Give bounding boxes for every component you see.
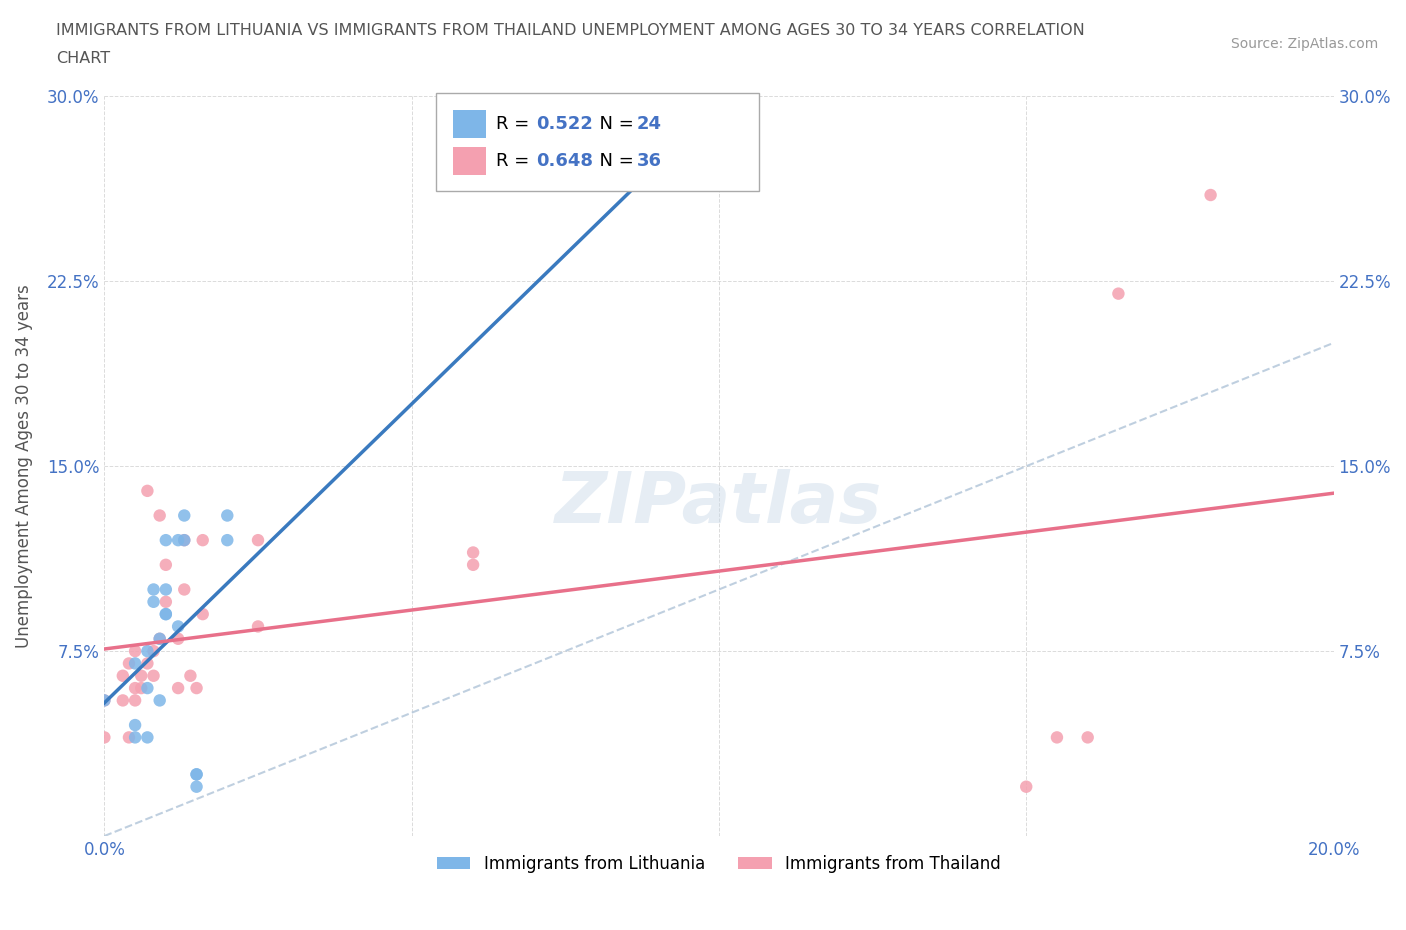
- Legend: Immigrants from Lithuania, Immigrants from Thailand: Immigrants from Lithuania, Immigrants fr…: [430, 848, 1008, 880]
- Point: [93, 693, 115, 708]
- Point: [167, 631, 190, 646]
- Point: [142, 669, 165, 684]
- Point: [149, 631, 172, 646]
- Point: [461, 557, 484, 572]
- Point: [191, 606, 214, 621]
- Y-axis label: Unemployment Among Ages 30 to 34 years: Unemployment Among Ages 30 to 34 years: [15, 285, 32, 648]
- Point: [247, 619, 270, 634]
- Point: [217, 533, 239, 548]
- Text: 0.648: 0.648: [536, 152, 593, 170]
- Point: [1046, 730, 1069, 745]
- Point: [186, 779, 208, 794]
- Point: [1077, 730, 1099, 745]
- Point: [142, 594, 165, 609]
- Text: IMMIGRANTS FROM LITHUANIA VS IMMIGRANTS FROM THAILAND UNEMPLOYMENT AMONG AGES 30: IMMIGRANTS FROM LITHUANIA VS IMMIGRANTS …: [56, 23, 1085, 38]
- Text: N =: N =: [588, 152, 640, 170]
- Point: [186, 767, 208, 782]
- Point: [149, 508, 172, 523]
- Point: [118, 656, 141, 671]
- Point: [247, 533, 270, 548]
- Point: [111, 669, 134, 684]
- Point: [191, 533, 214, 548]
- Point: [136, 484, 159, 498]
- Point: [461, 545, 484, 560]
- Text: ZIPatlas: ZIPatlas: [555, 469, 883, 538]
- Point: [179, 669, 201, 684]
- Point: [155, 594, 177, 609]
- Point: [124, 656, 146, 671]
- Text: 24: 24: [637, 114, 662, 133]
- Point: [167, 619, 190, 634]
- Point: [136, 730, 159, 745]
- Point: [111, 693, 134, 708]
- Point: [173, 582, 195, 597]
- Point: [118, 730, 141, 745]
- Point: [155, 606, 177, 621]
- Point: [217, 508, 239, 523]
- Point: [142, 582, 165, 597]
- Point: [1107, 286, 1129, 301]
- Point: [129, 681, 152, 696]
- Point: [155, 557, 177, 572]
- Point: [136, 656, 159, 671]
- Text: 36: 36: [637, 152, 662, 170]
- Point: [124, 644, 146, 658]
- Text: R =: R =: [496, 114, 536, 133]
- Point: [136, 644, 159, 658]
- Point: [93, 730, 115, 745]
- Point: [124, 730, 146, 745]
- Text: N =: N =: [588, 114, 640, 133]
- Point: [149, 631, 172, 646]
- Point: [93, 693, 115, 708]
- Point: [186, 681, 208, 696]
- Point: [167, 681, 190, 696]
- Text: 0.522: 0.522: [536, 114, 592, 133]
- Point: [186, 767, 208, 782]
- Point: [173, 533, 195, 548]
- Point: [173, 508, 195, 523]
- Point: [124, 681, 146, 696]
- Point: [173, 533, 195, 548]
- Point: [149, 693, 172, 708]
- Point: [155, 606, 177, 621]
- Point: [142, 644, 165, 658]
- Point: [136, 681, 159, 696]
- Point: [124, 718, 146, 733]
- Text: R =: R =: [496, 152, 536, 170]
- Point: [155, 582, 177, 597]
- Point: [124, 693, 146, 708]
- Point: [155, 533, 177, 548]
- Text: CHART: CHART: [56, 51, 110, 66]
- Point: [167, 533, 190, 548]
- Point: [129, 669, 152, 684]
- Text: Source: ZipAtlas.com: Source: ZipAtlas.com: [1230, 37, 1378, 51]
- Point: [1199, 188, 1222, 203]
- Point: [1015, 779, 1038, 794]
